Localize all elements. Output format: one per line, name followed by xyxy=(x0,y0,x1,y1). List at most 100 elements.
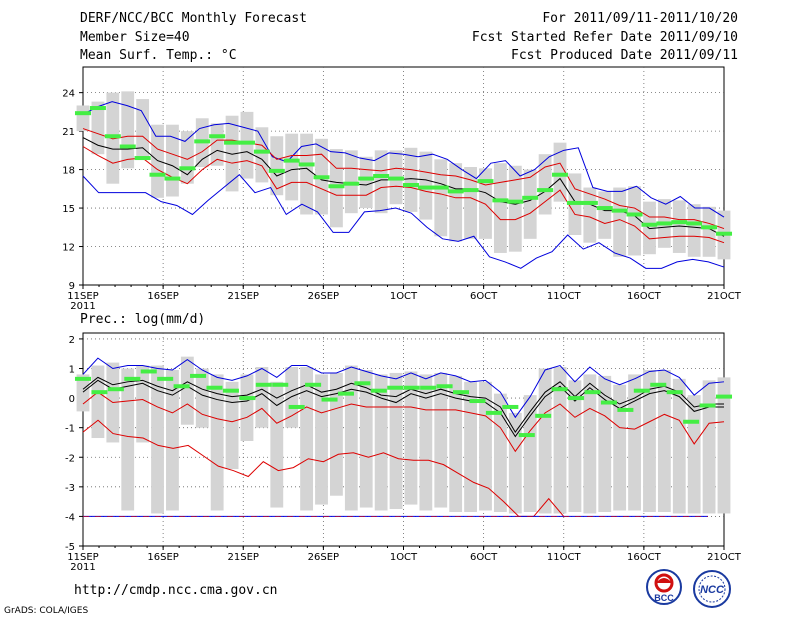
panel1-control-mark xyxy=(701,225,718,230)
panel2-ensemble-box xyxy=(434,372,448,508)
panel2-xtick-label: 1OCT xyxy=(390,552,418,563)
panel2-control-mark xyxy=(584,390,601,395)
panel2-ytick-label: -1 xyxy=(65,424,75,435)
panel2-control-mark xyxy=(600,400,617,405)
panel2-ensemble-box xyxy=(285,367,299,428)
panel2-control-mark xyxy=(518,433,535,438)
panel2-xtick-label: 16SEP xyxy=(147,552,178,563)
panel1-control-mark xyxy=(104,134,121,139)
panel1-line-upper xyxy=(82,128,725,230)
panel2-control-mark xyxy=(568,396,585,401)
panel1-line-max xyxy=(82,101,725,218)
panel1-ensemble-box xyxy=(628,186,641,256)
panel1-ytick-label: 15 xyxy=(62,204,75,215)
panel1-xtick-label: 21SEP xyxy=(228,291,259,302)
panel2-ensemble-box xyxy=(553,367,567,514)
panel1-control-mark xyxy=(507,199,524,204)
panel2-ensemble-box xyxy=(523,395,537,512)
panel2-control-mark xyxy=(683,419,700,424)
panel1-control-mark xyxy=(89,106,106,111)
source-url[interactable]: http://cmdp.ncc.cma.gov.cn xyxy=(74,583,278,598)
panel1-control-mark xyxy=(373,174,390,178)
panel2-control-mark xyxy=(387,385,404,390)
panel2-ytick-label: 2 xyxy=(69,335,75,346)
panel2-control-mark xyxy=(453,390,470,395)
panel2-xtick-label: 21OCT xyxy=(707,552,742,563)
precip-panel-title: Prec.: log(mm/d) xyxy=(80,312,206,327)
panel2-control-mark xyxy=(666,390,683,395)
panel2-control-mark xyxy=(124,376,141,381)
panel1-ytick-label: 21 xyxy=(62,127,75,138)
ncc-logo-text: NCC xyxy=(700,584,725,596)
panel1-control-mark xyxy=(417,185,434,190)
panel2-control-mark xyxy=(321,397,338,402)
panel1-control-mark xyxy=(119,144,136,149)
panel2-control-mark xyxy=(239,396,256,401)
chart-title: DERF/NCC/BCC Monthly Forecast xyxy=(80,11,307,26)
panel2-control-mark xyxy=(617,407,634,412)
panel2-ensemble-box xyxy=(702,380,716,514)
panel1-ytick-label: 9 xyxy=(69,281,75,292)
panel2-line-lower_black xyxy=(82,379,724,438)
panel1-control-mark xyxy=(566,200,583,205)
panel1-control-mark xyxy=(477,179,494,184)
panel2-control-mark xyxy=(288,404,305,409)
panel1-control-mark xyxy=(656,221,673,226)
panel2-ensemble-box xyxy=(717,377,731,514)
panel1-ensemble-box xyxy=(672,200,686,253)
panel1-ensemble-box xyxy=(613,187,627,257)
panel2-group: 11SEP 16SEP 21SEP 26SEP 1OCT 6OCT 11OCT 16OCT 21… xyxy=(65,332,742,573)
panel1-control-mark xyxy=(522,195,539,200)
panel2-ensemble-box xyxy=(389,372,403,510)
panel1-ensemble-box xyxy=(91,101,105,155)
panel1-ensemble-box xyxy=(76,105,90,132)
panel2-ensemble-box xyxy=(151,365,164,514)
panel1-xtick-label: 16OCT xyxy=(627,291,662,302)
panel1-ensemble-box xyxy=(479,168,492,239)
panel2-control-mark xyxy=(91,390,108,395)
panel2-xtick-label: 6OCT xyxy=(470,552,498,563)
panel1-ensemble-box xyxy=(166,124,179,197)
panel1-ytick-label: 18 xyxy=(62,166,75,177)
panel2-line-max xyxy=(82,357,725,419)
panel1-ensemble-box xyxy=(449,163,463,242)
panel2-ensemble-box xyxy=(613,384,627,511)
panel1-control-mark xyxy=(626,212,643,217)
panel2-ensemble-box xyxy=(493,393,507,512)
panel1-ensemble-box xyxy=(374,150,388,214)
panel2-year-label: 2011 xyxy=(70,562,95,573)
panel2-control-mark xyxy=(633,388,650,393)
panel2-ensemble-box xyxy=(255,367,269,428)
panel2-control-mark xyxy=(650,382,667,387)
panel1-control-mark xyxy=(641,222,658,227)
panel2-ensemble-box xyxy=(330,372,343,496)
panel2-ensemble-box xyxy=(568,380,582,512)
panel1-ensemble-box xyxy=(255,127,269,183)
panel2-control-mark xyxy=(272,382,289,387)
panel2-control-mark xyxy=(403,385,420,390)
panel2-xtick-label: 16OCT xyxy=(627,552,662,563)
panel1-line-min xyxy=(82,174,725,269)
panel2-ensemble-box xyxy=(583,374,597,514)
panel1-group: 11SEP 16SEP 21SEP 26SEP 1OCT 6OCT 11OCT 16OCT 21… xyxy=(62,66,742,312)
panel2-ensemble-box xyxy=(643,369,656,512)
panel2-ensemble-box xyxy=(628,374,641,511)
panel1-control-mark xyxy=(671,220,688,225)
panel2-ensemble-box xyxy=(225,381,239,470)
panel1-control-mark xyxy=(283,158,300,163)
panel2-ytick-label: 0 xyxy=(69,394,75,405)
panel2-control-mark xyxy=(354,381,371,386)
panel1-ensemble-box xyxy=(136,99,150,157)
panel1-control-mark xyxy=(164,176,181,181)
panel2-control-mark xyxy=(551,387,568,392)
panel2-control-mark xyxy=(337,391,354,396)
panel2-control-mark xyxy=(502,404,519,409)
panel2-ytick-label: -4 xyxy=(65,512,75,523)
panel1-ensemble-box xyxy=(240,111,254,179)
panel2-control-mark xyxy=(436,384,453,389)
panel2-ensemble-box xyxy=(180,356,194,425)
panel2-xtick-label: 11OCT xyxy=(547,552,582,563)
panel2-ensemble-box xyxy=(195,368,209,428)
panel1-xtick-label: 1OCT xyxy=(390,291,418,302)
